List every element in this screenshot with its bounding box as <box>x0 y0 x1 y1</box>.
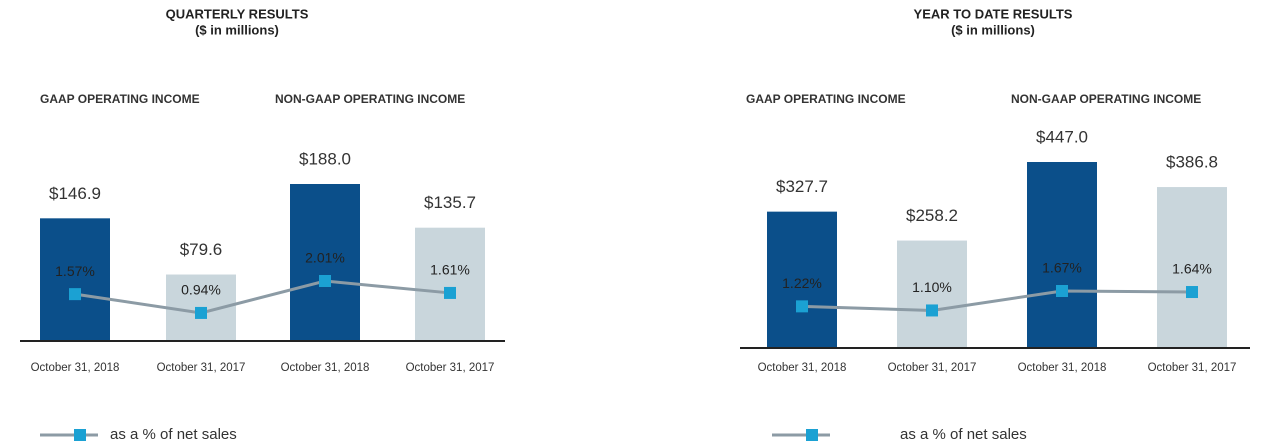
pct-label: 0.94% <box>181 282 221 298</box>
pct-line <box>801 289 1193 312</box>
bar <box>290 184 360 341</box>
group-label: GAAP OPERATING INCOME <box>40 92 200 106</box>
x-tick-label: October 31, 2017 <box>406 362 495 374</box>
bar <box>1027 162 1097 348</box>
chart-title: QUARTERLY RESULTS <box>166 6 309 21</box>
legend-label: as a % of net sales <box>900 426 1027 443</box>
pct-line <box>74 279 451 315</box>
chart-subtitle: ($ in millions) <box>951 22 1035 37</box>
chart-subtitle: ($ in millions) <box>195 22 279 37</box>
bar <box>897 240 967 348</box>
pct-label: 1.10% <box>912 279 952 295</box>
x-tick-label: October 31, 2018 <box>281 362 370 374</box>
pct-marker <box>1186 286 1198 299</box>
x-tick-label: October 31, 2017 <box>157 362 246 374</box>
x-tick-label: October 31, 2018 <box>758 362 847 374</box>
legend-marker <box>74 429 86 441</box>
chart-title: YEAR TO DATE RESULTS <box>914 6 1073 21</box>
bar <box>40 218 110 341</box>
group-label: NON-GAAP OPERATING INCOME <box>275 92 465 106</box>
pct-label: 1.22% <box>782 275 822 291</box>
pct-label: 1.64% <box>1172 261 1212 277</box>
bar-value-label: $146.9 <box>49 184 101 203</box>
x-tick-label: October 31, 2017 <box>888 362 977 374</box>
bar-value-label: $327.7 <box>776 177 828 196</box>
bar-value-label: $258.2 <box>906 206 958 225</box>
group-label: NON-GAAP OPERATING INCOME <box>1011 92 1201 106</box>
bar-value-label: $79.6 <box>180 240 223 259</box>
x-tick-label: October 31, 2018 <box>1018 362 1107 374</box>
bar-value-label: $188.0 <box>299 149 351 168</box>
pct-marker <box>319 275 331 287</box>
pct-label: 1.67% <box>1042 260 1082 276</box>
x-tick-label: October 31, 2017 <box>1148 362 1237 374</box>
pct-marker <box>195 306 207 319</box>
pct-marker <box>69 288 81 301</box>
bar <box>1157 187 1227 348</box>
bar-value-label: $386.8 <box>1166 153 1218 172</box>
pct-marker <box>444 286 456 299</box>
pct-marker <box>926 304 938 317</box>
pct-label: 1.57% <box>55 263 95 279</box>
bar-value-label: $447.0 <box>1036 127 1088 146</box>
legend-label: as a % of net sales <box>110 426 237 443</box>
pct-label: 2.01% <box>305 250 345 266</box>
x-tick-label: October 31, 2018 <box>31 362 120 374</box>
bar <box>415 227 485 341</box>
bar-value-label: $135.7 <box>424 193 476 212</box>
pct-marker <box>796 300 808 313</box>
pct-label: 1.61% <box>430 262 470 278</box>
legend-marker <box>806 429 818 441</box>
pct-marker <box>1056 285 1068 297</box>
bar <box>767 211 837 348</box>
group-label: GAAP OPERATING INCOME <box>746 92 906 106</box>
